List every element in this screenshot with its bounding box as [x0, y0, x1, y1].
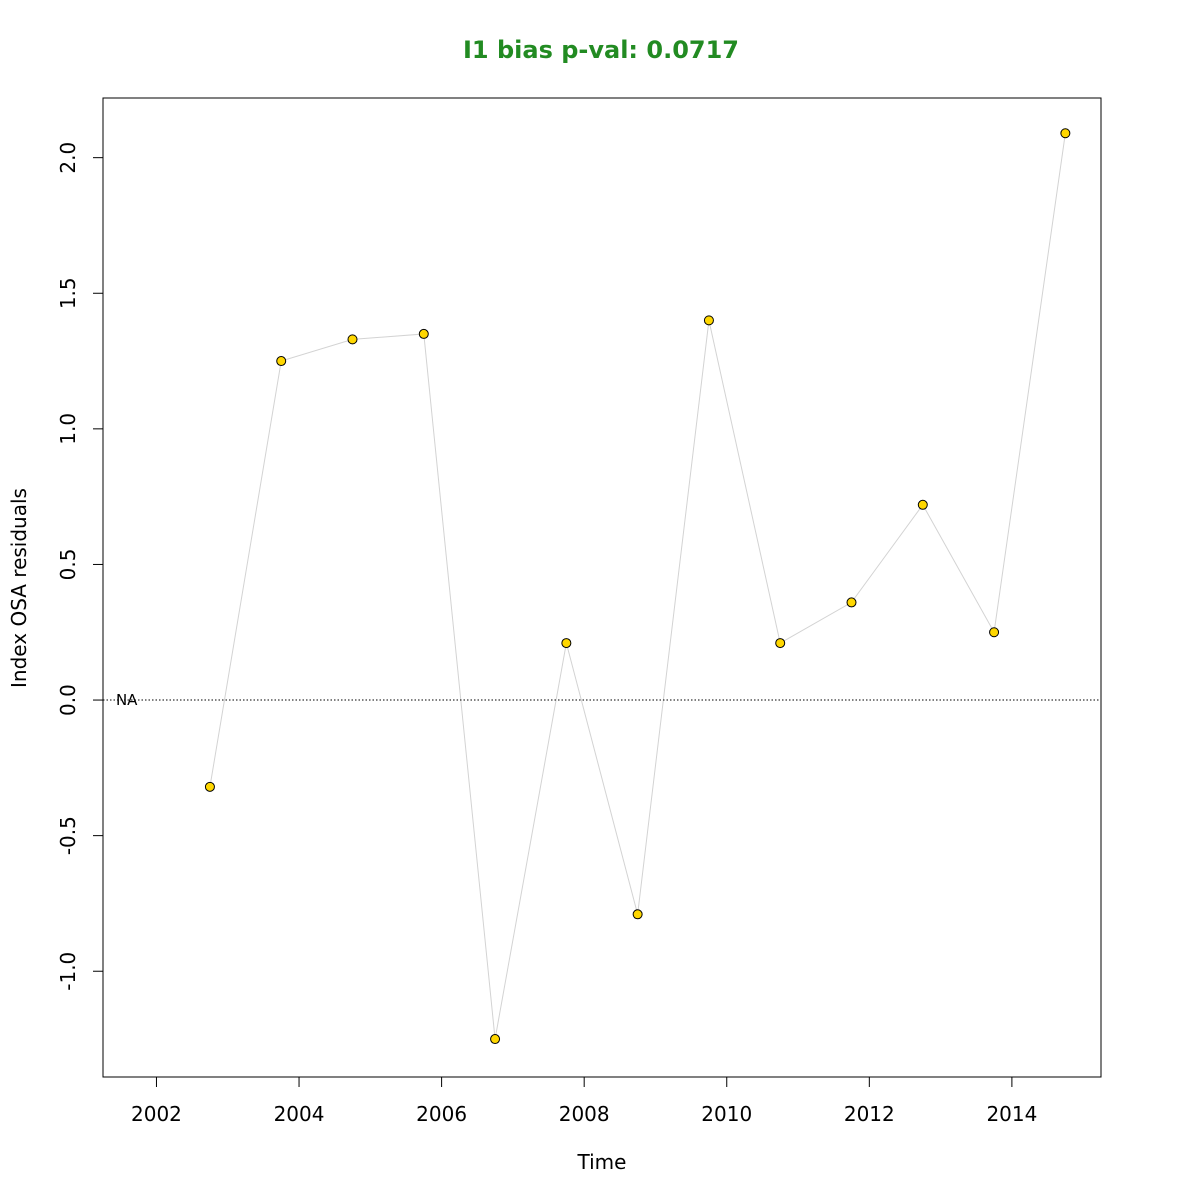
y-tick-label: 0.0: [56, 684, 80, 716]
x-tick-label: 2010: [701, 1102, 752, 1126]
y-tick-label: -0.5: [56, 816, 80, 855]
data-point: [775, 638, 786, 649]
y-tick-label: 1.5: [56, 277, 80, 309]
y-tick-label: 2.0: [56, 142, 80, 174]
x-tick-label: 2002: [131, 1102, 182, 1126]
x-tick-label: 2004: [274, 1102, 325, 1126]
data-point: [703, 315, 714, 326]
y-axis-label: Index OSA residuals: [7, 488, 31, 688]
data-point: [632, 909, 643, 920]
y-tick-label: 1.0: [56, 413, 80, 445]
series-line: [209, 133, 1066, 1040]
y-tick-label: -1.0: [56, 952, 80, 991]
data-point: [204, 781, 215, 792]
data-point: [347, 334, 358, 345]
x-axis-label: Time: [577, 1150, 627, 1174]
x-tick-label: 2008: [559, 1102, 610, 1126]
data-point: [1060, 128, 1071, 139]
data-point: [276, 356, 287, 367]
data-point: [917, 499, 928, 510]
data-point: [989, 627, 1000, 638]
chart-title: I1 bias p-val: 0.0717: [463, 36, 739, 64]
x-tick-label: 2014: [986, 1102, 1037, 1126]
data-point: [490, 1034, 501, 1045]
x-axis: 2002 2004 2006 2008 2010 2012 2014: [131, 1076, 1037, 1126]
data-point: [846, 597, 857, 608]
x-tick-label: 2006: [416, 1102, 467, 1126]
y-axis: -1.0 -0.5 0.0 0.5 1.0 1.5 2.0: [56, 142, 104, 991]
data-point: [561, 638, 572, 649]
data-point: [418, 328, 429, 339]
y-tick-label: 0.5: [56, 549, 80, 581]
series-line-layer: [209, 133, 1066, 1040]
data-points-layer: [204, 128, 1071, 1045]
plot-frame: [102, 97, 1102, 1078]
x-tick-label: 2012: [844, 1102, 895, 1126]
na-annotation: NA: [116, 691, 138, 709]
